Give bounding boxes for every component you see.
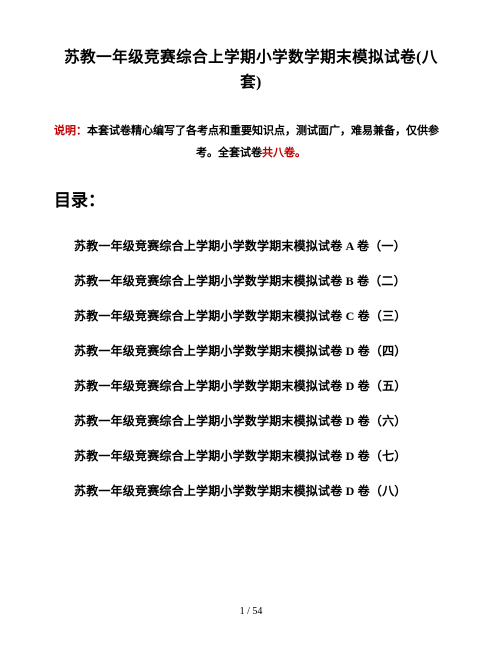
note-block: 说明：本套试卷精心编写了各考点和重要知识点，测试面广，难易兼备，仅供参 考。全套… (54, 120, 448, 164)
toc-item: 苏教一年级竞赛综合上学期小学数学期末模拟试卷 D 卷（六） (74, 412, 448, 430)
note-body-pre: 本套试卷精心编写了各考点和重要知识点，测试面广，难易兼备，仅供参 (87, 125, 439, 137)
toc-item: 苏教一年级竞赛综合上学期小学数学期末模拟试卷 A 卷（一） (74, 237, 448, 255)
toc-list: 苏教一年级竞赛综合上学期小学数学期末模拟试卷 A 卷（一） 苏教一年级竞赛综合上… (54, 237, 448, 500)
toc-item: 苏教一年级竞赛综合上学期小学数学期末模拟试卷 B 卷（二） (74, 272, 448, 290)
note-body-cont: 考。全套试卷 (196, 147, 262, 159)
toc-item: 苏教一年级竞赛综合上学期小学数学期末模拟试卷 D 卷（四） (74, 342, 448, 360)
toc-item: 苏教一年级竞赛综合上学期小学数学期末模拟试卷 D 卷（七） (74, 447, 448, 465)
toc-item: 苏教一年级竞赛综合上学期小学数学期末模拟试卷 D 卷（八） (74, 482, 448, 500)
toc-heading: 目录： (54, 186, 448, 211)
toc-item: 苏教一年级竞赛综合上学期小学数学期末模拟试卷 C 卷（三） (74, 307, 448, 325)
page-container: 苏教一年级竞赛综合上学期小学数学期末模拟试卷(八套) 说明：本套试卷精心编写了各… (0, 0, 502, 500)
document-title: 苏教一年级竞赛综合上学期小学数学期末模拟试卷(八套) (54, 46, 448, 96)
toc-item: 苏教一年级竞赛综合上学期小学数学期末模拟试卷 D 卷（五） (74, 377, 448, 395)
note-red: 共八卷。 (262, 147, 306, 159)
page-number: 1 / 54 (0, 606, 502, 617)
note-label: 说明： (54, 125, 87, 137)
